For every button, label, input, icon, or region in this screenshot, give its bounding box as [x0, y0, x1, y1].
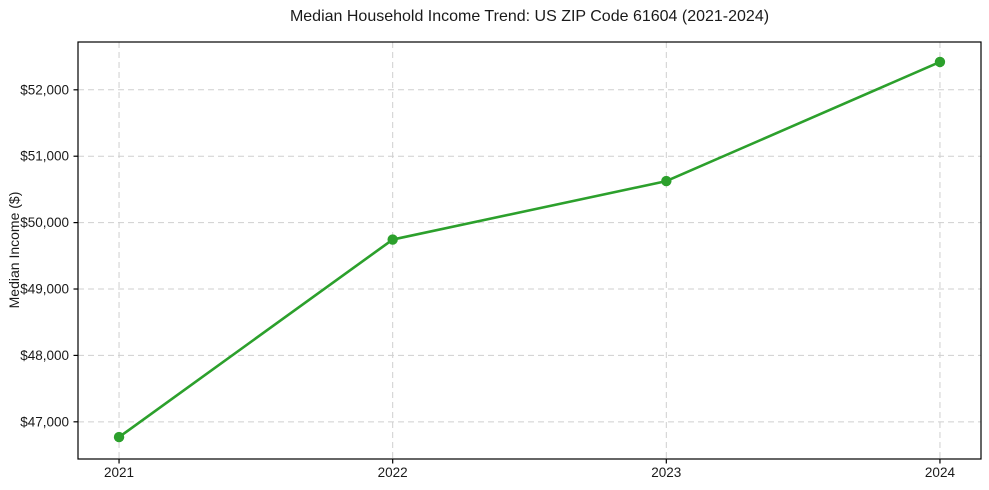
y-tick-label: $49,000: [20, 282, 69, 297]
data-point-2021: [113, 431, 125, 443]
data-point-2024: [934, 56, 946, 68]
y-tick-label: $50,000: [20, 215, 69, 230]
y-tick-label: $52,000: [20, 82, 69, 97]
y-tick-label: $47,000: [20, 414, 69, 429]
y-tick-label: $48,000: [20, 348, 69, 363]
plot-border: [77, 41, 982, 460]
x-tick-label: 2021: [104, 465, 134, 480]
y-tick-label: $51,000: [20, 149, 69, 164]
data-point-2022: [387, 234, 398, 245]
data-point-2023: [661, 175, 672, 187]
trend-line: [117, 60, 942, 439]
chart-title: Median Household Income Trend: US ZIP Co…: [289, 8, 770, 25]
x-tick-label: 2023: [651, 465, 681, 480]
x-tick-label: 2022: [378, 465, 408, 480]
x-tick-label: 2024: [925, 465, 956, 480]
